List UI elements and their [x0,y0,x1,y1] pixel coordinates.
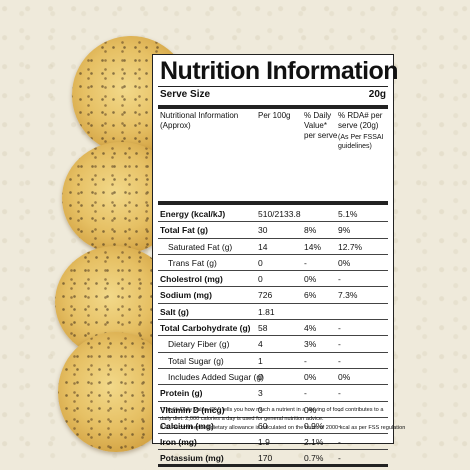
row-name: Total Fat (g) [160,225,208,236]
row-dv: 0.9% [304,420,324,431]
row-name: Total Carbohydrate (g) [160,323,251,334]
row-per100: 170 [258,453,273,464]
table-row: Cholestrol (mg) 0 0% - [158,271,388,288]
row-per100: 1.81 [258,306,275,317]
row-name: Iron (mg) [160,437,197,448]
row-dv: 4% [304,323,317,334]
row-rda: - [338,437,341,448]
row-per100: 726 [258,290,273,301]
row-dv: 0% [304,371,317,382]
header-rda: % RDA# per serve (20g) [338,111,383,130]
row-name: Energy (kcal/kJ) [160,209,226,219]
row-rda: 0% [338,257,351,268]
header-dv: % Daily Value* per serve [304,111,338,140]
table-row: Total Carbohydrate (g) 58 4% - [158,320,388,337]
table-row: Total Sugar (g) 1 - - [158,353,388,369]
row-per100: 58 [258,323,268,334]
row-dv: - [304,355,307,366]
table-row: Dietary Fiber (g) 4 3% - [158,336,388,353]
row-per100: 60 [258,420,268,431]
header-nutritional: Nutritional Information (Approx) [160,111,239,130]
row-dv: 14% [304,241,322,252]
row-name: Sodium (mg) [160,290,212,301]
table-row: Saturated Fat (g) 14 14% 12.7% [158,239,388,255]
row-rda: 9% [338,225,351,236]
row-name: Protein (g) [160,388,203,399]
row-rda: 12.7% [338,241,363,252]
row-name: Includes Added Sugar (g) [168,371,264,382]
table-row: Protein (g) 3 - - [158,385,388,402]
row-rda: 0% [338,371,351,382]
footnote-rda: # % Recommended dietary allowance is cal… [160,425,406,431]
table-row: Salt (g) 1.81 [158,304,388,321]
table-row: Total Fat (g) 30 8% 9% [158,222,388,239]
row-rda: - [338,323,341,334]
row-dv: 0% [304,274,317,285]
row-name: Saturated Fat (g) [168,241,233,252]
row-per100: 0 [258,274,263,285]
row-rda: 5.1% [338,209,358,219]
row-rda: - [338,388,341,399]
serve-size-label: Serve Size [160,89,211,100]
row-per100: 1 [258,355,263,366]
row-rda: - [338,274,341,285]
row-per100: 1.9 [258,437,270,448]
row-per100: 510/2133.8 [258,209,301,219]
row-per100: 14 [258,241,268,252]
row-dv: 0% [304,404,317,415]
serve-size-row: Serve Size 20g [158,86,388,105]
footnotes: *The % Daily Value (DV) tells you how mu… [160,406,406,433]
row-per100: 0 [258,404,263,415]
row-name: Salt (g) [160,306,189,317]
row-name: Dietary Fiber (g) [168,339,230,350]
row-per100: 3 [258,388,263,399]
row-name: Calcium (mg) [160,420,214,431]
row-dv: 0.7% [304,453,324,464]
nutrition-panel: Nutrition Information Serve Size 20g Nut… [152,54,406,468]
footnote-dv: *The % Daily Value (DV) tells you how mu… [160,407,384,422]
row-rda: - [338,339,341,350]
nutrition-rows: Energy (kcal/kJ) 510/2133.8 5.1% Total F… [158,206,388,468]
table-row: Potassium (mg) 170 0.7% - [158,450,388,468]
row-name: Potassium (mg) [160,453,224,464]
panel-title: Nutrition Information [160,57,399,85]
row-name: Trans Fat (g) [168,257,217,268]
table-row: Trans Fat (g) 0 - 0% [158,255,388,272]
header-per100: Per 100g [258,111,291,120]
row-name: Vitamin D (mcg) [160,404,225,415]
table-row: Includes Added Sugar (g) 0 0% 0% [158,369,388,386]
row-per100: 4 [258,339,263,350]
row-dv: 2.1% [304,437,324,448]
row-per100: 30 [258,225,268,236]
table-row: Energy (kcal/kJ) 510/2133.8 5.1% [158,206,388,223]
row-dv: 6% [304,290,317,301]
table-row: Iron (mg) 1.9 2.1% - [158,434,388,451]
row-rda: - [338,453,341,464]
row-dv: - [304,388,307,399]
row-rda: - [338,355,341,366]
row-rda: - [338,404,341,415]
row-rda: 7.3% [338,290,358,301]
row-name: Total Sugar (g) [168,355,224,366]
table-row: Calcium (mg) 60 0.9% - [158,418,388,435]
table-row: Vitamin D (mcg) 0 0% - [158,402,388,418]
row-dv: 3% [304,339,317,350]
row-per100: 0 [258,257,263,268]
row-rda: - [338,420,341,431]
row-dv: - [304,257,307,268]
row-name: Cholestrol (mg) [160,274,223,285]
row-dv: 8% [304,225,317,236]
header-rda-note: (As Per FSSAI guidelines) [338,134,384,150]
table-row: Sodium (mg) 726 6% 7.3% [158,287,388,304]
row-per100: 0 [258,371,263,382]
table-header: Nutritional Information (Approx) Per 100… [158,105,388,205]
serve-size-value: 20g [368,89,386,100]
